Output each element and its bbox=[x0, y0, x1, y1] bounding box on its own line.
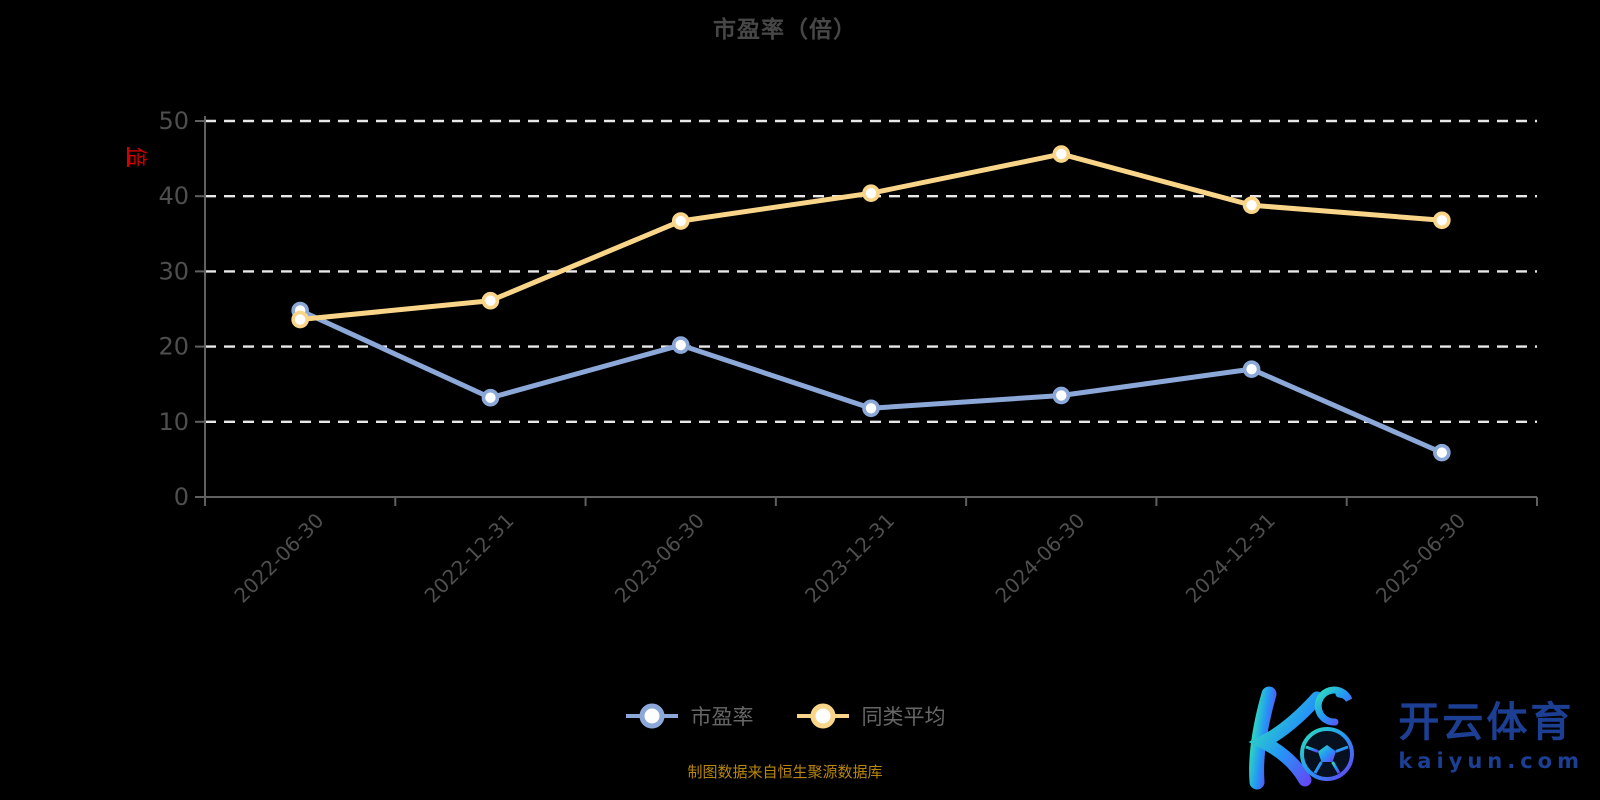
k-monogram-soccer-icon bbox=[1248, 686, 1355, 790]
svg-text:0: 0 bbox=[174, 483, 189, 511]
svg-text:2022-12-31: 2022-12-31 bbox=[420, 508, 519, 607]
legend-item-pe[interactable]: 市盈率 bbox=[625, 701, 754, 731]
svg-text:2024-12-31: 2024-12-31 bbox=[1181, 508, 1280, 607]
pe-ratio-line-chart[interactable]: 0 10 20 30 40 50 2022-06-30 2022-12-31 2023-06-3… bbox=[0, 0, 1600, 665]
legend-item-peer-average[interactable]: 同类平均 bbox=[796, 701, 946, 731]
svg-text:2025-06-30: 2025-06-30 bbox=[1371, 508, 1470, 607]
svg-text:2022-06-30: 2022-06-30 bbox=[229, 508, 328, 607]
svg-text:40: 40 bbox=[158, 182, 189, 210]
chart-title: 市盈率（倍） bbox=[713, 17, 857, 43]
svg-text:10: 10 bbox=[158, 408, 189, 436]
svg-text:2023-06-30: 2023-06-30 bbox=[610, 508, 709, 607]
logo-domain: kaiyun.com bbox=[1398, 749, 1584, 773]
svg-text:2024-06-30: 2024-06-30 bbox=[990, 508, 1089, 607]
data-source-note: 制图数据来自恒生聚源数据库 bbox=[687, 763, 883, 781]
legend-label: 同类平均 bbox=[861, 705, 946, 729]
legend-label: 市盈率 bbox=[690, 705, 754, 729]
chart-legend: 市盈率 同类平均 bbox=[0, 701, 1570, 731]
logo-text: 开云体育 kaiyun.com bbox=[1398, 702, 1584, 772]
line-circle-marker-icon bbox=[796, 703, 849, 729]
logo-brand-name: 开云体育 bbox=[1398, 698, 1575, 746]
y-axis-unit-link[interactable]: 倍 bbox=[125, 147, 149, 167]
kaiyun-logo[interactable]: 开云体育 kaiyun.com bbox=[1239, 682, 1584, 792]
svg-text:20: 20 bbox=[158, 333, 189, 361]
svg-text:2023-12-31: 2023-12-31 bbox=[800, 508, 899, 607]
svg-text:30: 30 bbox=[158, 257, 189, 285]
line-circle-marker-icon bbox=[625, 703, 678, 729]
svg-text:50: 50 bbox=[158, 107, 189, 135]
